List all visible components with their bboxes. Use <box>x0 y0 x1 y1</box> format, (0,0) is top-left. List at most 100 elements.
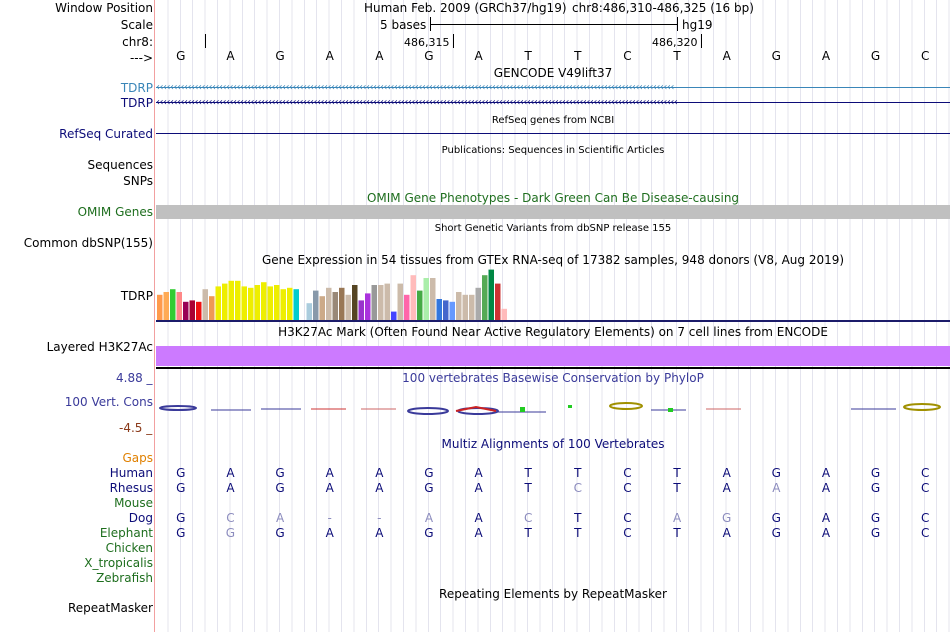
species-label[interactable]: Dog <box>128 511 153 525</box>
gencode-label-2[interactable]: TDRP <box>120 96 153 110</box>
gtex-tissue-bar[interactable] <box>436 299 443 320</box>
gtex-tissue-bar[interactable] <box>404 294 410 320</box>
gtex-tissue-bar[interactable] <box>345 294 352 320</box>
gtex-tissue-bar[interactable] <box>209 296 215 320</box>
omim-gene-bar[interactable] <box>156 205 950 219</box>
gtex-tissue-bar[interactable] <box>423 278 430 320</box>
cons-logo-plot[interactable] <box>156 398 950 420</box>
gtex-tissue-bar[interactable] <box>157 294 163 320</box>
gtex-tissue-bar[interactable] <box>170 289 176 320</box>
gtex-tissue-bar[interactable] <box>280 289 287 320</box>
gtex-tissue-bar[interactable] <box>358 300 365 320</box>
gtex-tissue-bar[interactable] <box>469 294 475 320</box>
pubs-label[interactable]: Sequences <box>87 158 153 172</box>
gtex-tissue-bar[interactable] <box>248 287 254 320</box>
dbsnp-label[interactable]: Common dbSNP(155) <box>23 236 153 250</box>
gtex-tissue-bar[interactable] <box>475 287 482 320</box>
multiz-gaps-label[interactable]: Gaps <box>122 451 153 465</box>
h3k27ac-label[interactable]: Layered H3K27Ac <box>46 340 153 354</box>
gtex-tissue-bar[interactable] <box>235 280 241 320</box>
gtex-bar-chart[interactable] <box>156 266 950 322</box>
refseq-title[interactable]: RefSeq genes from NCBI <box>491 115 615 126</box>
gtex-tissue-bar[interactable] <box>196 301 202 320</box>
gtex-tissue-bar[interactable] <box>417 290 423 320</box>
gtex-tissue-bar[interactable] <box>410 275 417 320</box>
gtex-tissue-bar[interactable] <box>495 283 501 320</box>
gtex-tissue-bar[interactable] <box>274 285 280 320</box>
multiz-title[interactable]: Multiz Alignments of 100 Vertebrates <box>441 437 665 451</box>
gtex-tissue-bar[interactable] <box>482 275 488 320</box>
gtex-tissue-bar[interactable] <box>313 290 319 320</box>
gtex-tissue-bar[interactable] <box>306 303 313 320</box>
species-label[interactable]: Elephant <box>99 526 153 540</box>
gtex-title[interactable]: Gene Expression in 54 tissues from GTEx … <box>261 253 845 267</box>
repeatmasker-title[interactable]: Repeating Elements by RepeatMasker <box>439 587 667 601</box>
gtex-tissue-bar[interactable] <box>189 300 196 320</box>
gtex-tissue-bar[interactable] <box>254 285 261 320</box>
gtex-tissue-bar[interactable] <box>365 293 371 320</box>
gtex-tissue-bar[interactable] <box>163 292 170 320</box>
gencode-title[interactable]: GENCODE V49lift37 <box>493 66 613 80</box>
gtex-tissue-bar[interactable] <box>241 286 248 320</box>
pubs-title[interactable]: Publications: Sequences in Scientific Ar… <box>441 145 665 156</box>
gtex-tissue-bar[interactable] <box>339 287 345 320</box>
refseq-gene-line[interactable] <box>156 133 950 134</box>
gtex-tissue-bar[interactable] <box>326 287 332 320</box>
species-label[interactable]: Human <box>109 466 153 480</box>
gtex-tissue-bar[interactable] <box>391 311 397 320</box>
species-label[interactable]: X_tropicalis <box>84 556 153 570</box>
gtex-tissue-bar[interactable] <box>371 285 378 320</box>
gtex-tissue-bar[interactable] <box>488 269 495 320</box>
gtex-tissue-bar[interactable] <box>267 286 274 320</box>
aligned-base: - <box>377 511 382 525</box>
gtex-tissue-bar[interactable] <box>202 289 209 320</box>
h3k27ac-signal[interactable] <box>156 346 950 366</box>
gtex-tissue-bar[interactable] <box>378 285 384 320</box>
aligned-base: G <box>870 511 881 525</box>
gtex-tissue-bar[interactable] <box>176 292 183 320</box>
gtex-tissue-bar[interactable] <box>215 286 222 320</box>
h3k27ac-title[interactable]: H3K27Ac Mark (Often Found Near Active Re… <box>278 325 828 339</box>
gtex-tissue-bar[interactable] <box>449 301 456 320</box>
gtex-tissue-bar[interactable] <box>332 292 339 320</box>
gencode-transcript-2[interactable]: ‹‹‹‹‹‹‹‹‹‹‹‹‹‹‹‹‹‹‹‹‹‹‹‹‹‹‹‹‹‹‹‹‹‹‹‹‹‹‹‹… <box>156 98 950 108</box>
gtex-tissue-bar[interactable] <box>443 300 449 320</box>
gtex-tissue-bar[interactable] <box>222 283 228 320</box>
gencode-label-1[interactable]: TDRP <box>120 81 153 95</box>
gtex-tissue-bar[interactable] <box>287 287 293 320</box>
gtex-tissue-bar[interactable] <box>456 292 462 320</box>
species-label[interactable]: Rhesus <box>109 481 153 495</box>
refseq-label[interactable]: RefSeq Curated <box>59 127 153 141</box>
cons-label[interactable]: 100 Vert. Cons <box>64 395 153 409</box>
gtex-tissue-bar[interactable] <box>293 289 300 320</box>
gtex-tissue-bar[interactable] <box>397 283 404 320</box>
omim-label[interactable]: OMIM Genes <box>77 205 153 219</box>
gtex-label[interactable]: TDRP <box>120 289 153 303</box>
gtex-tissue-bar[interactable] <box>430 278 436 320</box>
gtex-tissue-bar[interactable] <box>501 308 508 320</box>
species-label[interactable]: Chicken <box>105 541 153 555</box>
species-alignment-row[interactable] <box>156 496 950 510</box>
species-alignment-row[interactable] <box>156 541 950 555</box>
gtex-tissue-bar[interactable] <box>384 283 391 320</box>
species-alignment-row[interactable] <box>156 571 950 585</box>
gtex-tissue-bar[interactable] <box>183 301 189 320</box>
species-label[interactable]: Zebrafish <box>96 571 153 585</box>
omim-title[interactable]: OMIM Gene Phenotypes - Dark Green Can Be… <box>366 191 740 205</box>
gtex-tissue-bar[interactable] <box>319 296 326 320</box>
snps-label[interactable]: SNPs <box>123 174 153 188</box>
dbsnp-title[interactable]: Short Genetic Variants from dbSNP releas… <box>434 223 672 234</box>
gtex-tissue-bar[interactable] <box>261 282 267 320</box>
species-label[interactable]: Mouse <box>114 496 153 510</box>
gtex-tissue-bar[interactable] <box>228 280 235 320</box>
gtex-tissue-bar[interactable] <box>352 285 358 320</box>
gencode-transcript-1[interactable]: ‹‹‹‹‹‹‹‹‹‹‹‹‹‹‹‹‹‹‹‹‹‹‹‹‹‹‹‹‹‹‹‹‹‹‹‹‹‹‹‹… <box>156 83 950 93</box>
repeatmasker-label[interactable]: RepeatMasker <box>67 601 153 615</box>
gtex-tissue-bar[interactable] <box>462 294 469 320</box>
cons-title[interactable]: 100 vertebrates Basewise Conservation by… <box>402 371 704 385</box>
species-alignment-row[interactable] <box>156 556 950 570</box>
